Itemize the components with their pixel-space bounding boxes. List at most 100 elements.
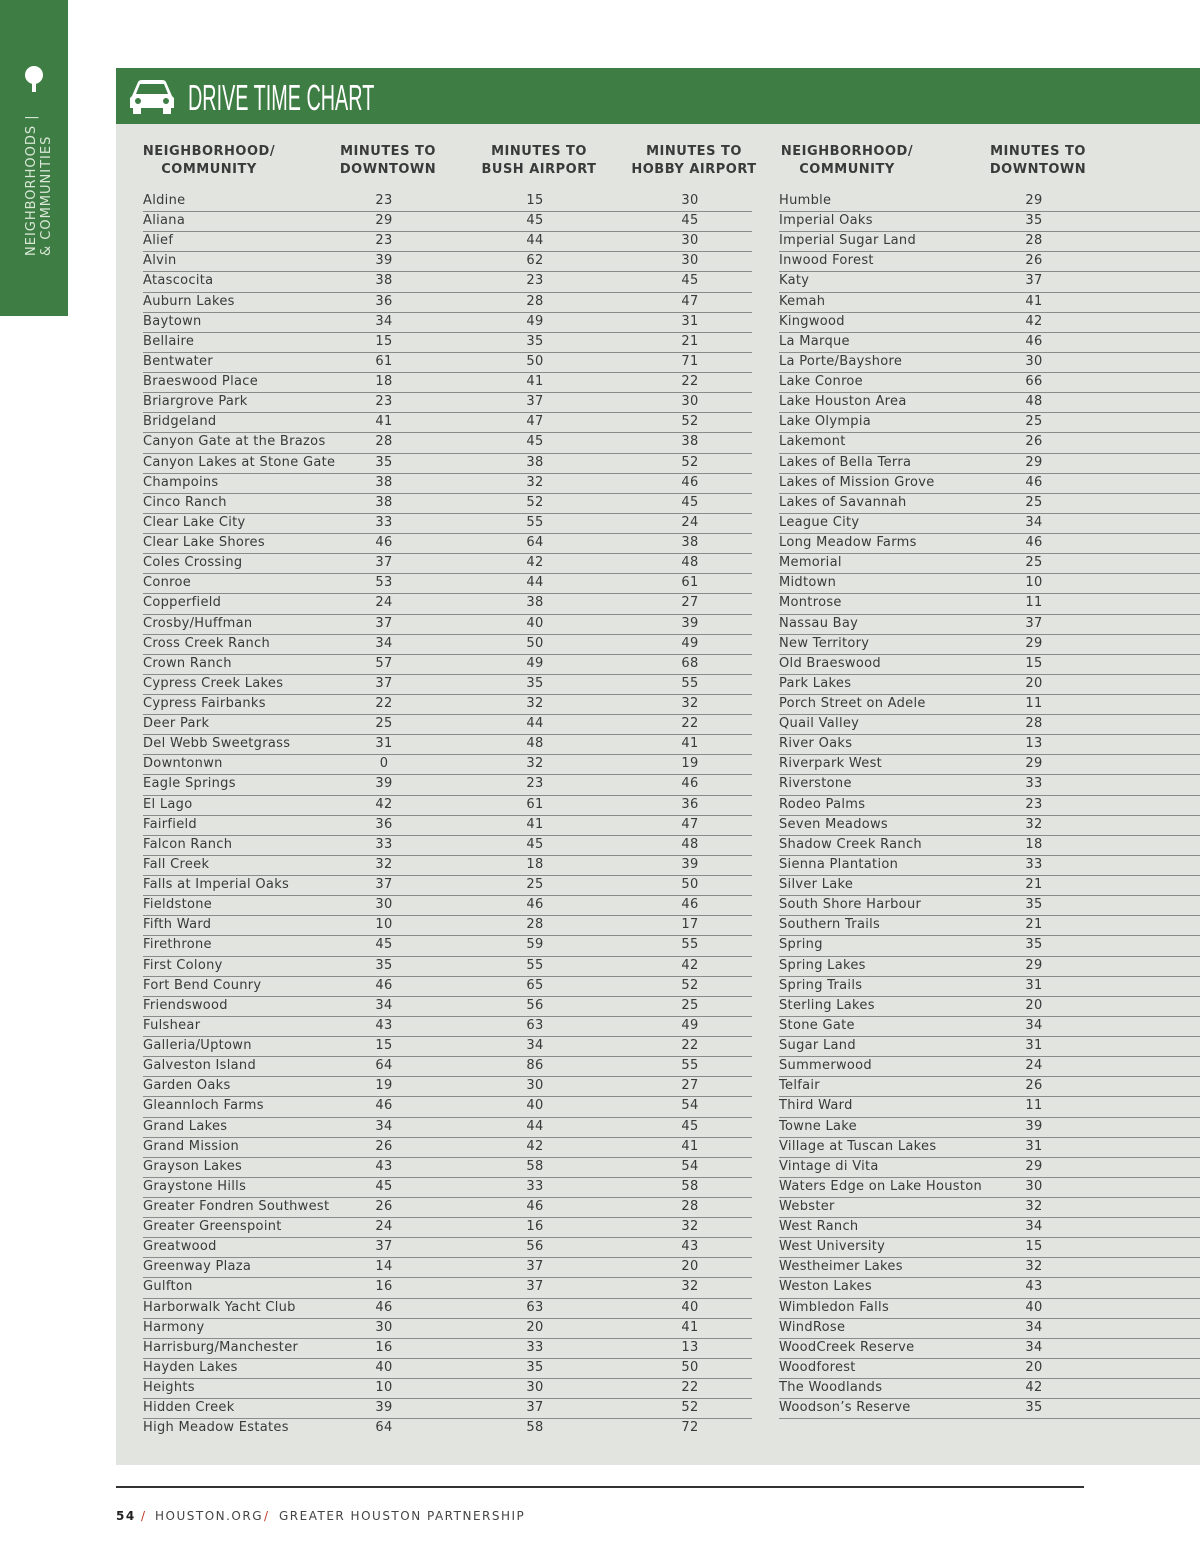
row-value: 46	[526, 1199, 544, 1214]
row-value: 33	[1025, 856, 1043, 872]
row-name: Spring Trails	[779, 977, 863, 993]
row-name: Briargrove Park	[143, 394, 248, 410]
row-value: 28	[681, 1199, 699, 1214]
row-name: Riverstone	[779, 776, 852, 792]
row-value: 23	[375, 193, 393, 208]
row-value: 40	[1025, 1299, 1043, 1315]
row-rule	[143, 553, 752, 555]
row-value: 39	[375, 776, 393, 792]
row-name: Park Lakes	[779, 675, 852, 691]
row-rule	[779, 593, 1200, 595]
row-value: 52	[526, 494, 544, 510]
row-value: 46	[1025, 535, 1043, 551]
row-name: Cinco Ranch	[143, 494, 227, 510]
row-name: Midtown	[779, 575, 837, 591]
row-rule	[143, 593, 752, 595]
row-rule	[143, 995, 752, 997]
row-value: 38	[681, 434, 699, 450]
row-value: 0	[379, 756, 389, 772]
row-value: 35	[526, 333, 544, 349]
row-name: Cross Creek Ranch	[143, 635, 271, 651]
row-rule	[143, 1176, 752, 1178]
row-value: 32	[1025, 1199, 1043, 1214]
row-value: 45	[375, 937, 393, 953]
row-rule	[143, 1337, 752, 1339]
row-name: Galveston Island	[143, 1058, 257, 1074]
cotton-icon	[25, 66, 43, 92]
row-rule	[143, 754, 752, 756]
row-value: 33	[526, 1339, 544, 1355]
row-rule	[779, 271, 1200, 273]
row-rule	[779, 231, 1200, 233]
column-header: MINUTES TO DOWNTOWN	[339, 144, 437, 177]
row-value: 48	[1025, 394, 1043, 410]
separator: /	[264, 1509, 269, 1523]
row-name: Spring Lakes	[779, 957, 866, 973]
row-name: League City	[779, 514, 860, 530]
row-name: Woodforest	[779, 1359, 856, 1375]
row-value: 42	[1025, 1380, 1043, 1396]
row-rule	[143, 1096, 752, 1098]
row-value: 22	[681, 716, 699, 732]
row-name: Gulfton	[143, 1279, 193, 1295]
row-value: 23	[526, 776, 544, 792]
row-value: 45	[526, 434, 544, 450]
row-rule	[143, 814, 752, 816]
row-rule	[779, 955, 1200, 957]
row-value: 32	[681, 1279, 699, 1295]
row-rule	[779, 331, 1200, 333]
row-value: 45	[526, 836, 544, 852]
row-name: Auburn Lakes	[143, 293, 235, 309]
row-value: 25	[375, 716, 393, 732]
row-value: 22	[681, 1038, 699, 1054]
row-value: 24	[1025, 1058, 1043, 1074]
row-value: 34	[526, 1038, 544, 1054]
row-value: 43	[375, 1158, 393, 1174]
row-rule	[143, 1317, 752, 1319]
row-rule	[779, 1096, 1200, 1098]
row-value: 30	[375, 897, 393, 913]
row-value: 21	[681, 333, 699, 349]
row-value: 40	[526, 1098, 544, 1114]
row-rule	[779, 995, 1200, 997]
row-value: 15	[375, 333, 393, 349]
row-value: 34	[375, 313, 393, 329]
row-value: 29	[1025, 454, 1043, 470]
row-value: 50	[681, 1359, 699, 1375]
row-value: 28	[375, 434, 393, 450]
row-value: 23	[375, 394, 393, 410]
row-rule	[779, 1237, 1200, 1239]
row-value: 31	[1025, 977, 1043, 993]
row-value: 56	[526, 997, 544, 1013]
row-value: 28	[526, 293, 544, 309]
row-rule	[143, 211, 752, 213]
row-name: Sterling Lakes	[779, 997, 875, 1013]
row-value: 44	[526, 1118, 544, 1134]
row-value: 59	[526, 937, 544, 953]
row-value: 71	[681, 353, 699, 369]
row-rule	[779, 714, 1200, 716]
row-value: 47	[681, 293, 699, 309]
row-value: 34	[375, 997, 393, 1013]
row-value: 25	[681, 997, 699, 1013]
row-rule	[143, 311, 752, 313]
row-name: Conroe	[143, 575, 192, 591]
row-rule	[779, 1378, 1200, 1380]
row-name: Galleria/Uptown	[143, 1038, 252, 1054]
row-value: 39	[681, 856, 699, 872]
row-name: Bentwater	[143, 353, 213, 369]
row-value: 35	[526, 675, 544, 691]
row-name: Montrose	[779, 595, 842, 611]
row-value: 27	[681, 1078, 699, 1094]
row-name: Third Ward	[779, 1098, 853, 1114]
sidebar-text: NEIGHBORHOODS | & COMMUNITIES	[24, 114, 54, 256]
row-value: 64	[526, 535, 544, 551]
row-value: 27	[681, 595, 699, 611]
row-value: 37	[375, 1239, 393, 1255]
row-rule	[143, 1036, 752, 1038]
row-value: 28	[1025, 233, 1043, 249]
row-value: 25	[1025, 494, 1043, 510]
row-value: 37	[526, 394, 544, 410]
row-value: 61	[526, 796, 544, 812]
row-rule	[143, 1217, 752, 1219]
